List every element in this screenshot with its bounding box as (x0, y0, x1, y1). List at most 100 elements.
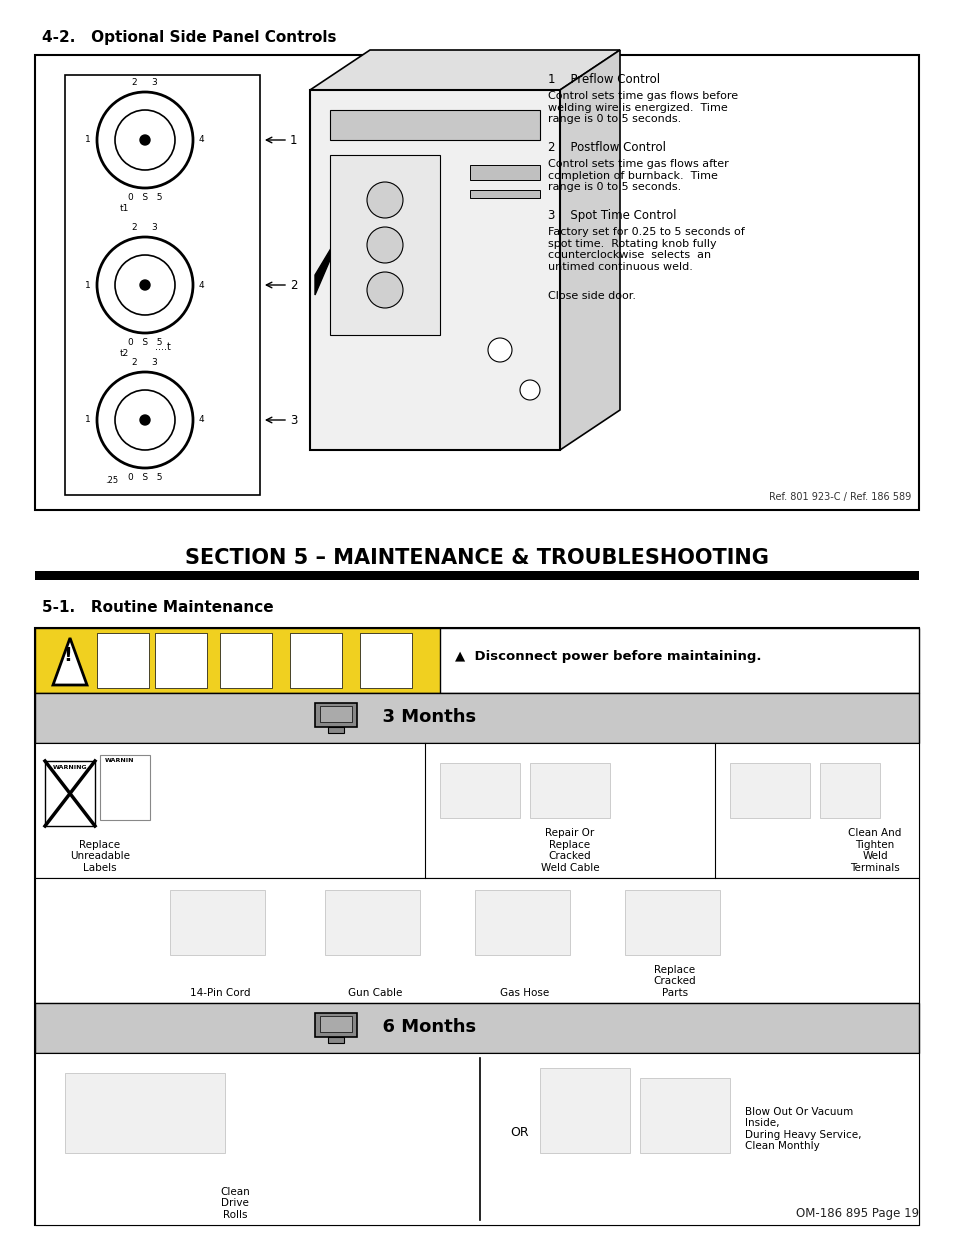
Bar (729, 763, 809, 818)
Text: 2     3: 2 3 (132, 358, 157, 367)
Text: Control sets time gas flows before
welding wire is energized.  Time
range is 0 t: Control sets time gas flows before weldi… (547, 91, 738, 125)
Text: Clean And
Tighten
Weld
Terminals: Clean And Tighten Weld Terminals (847, 829, 901, 873)
Text: 14-Pin Cord: 14-Pin Cord (190, 988, 250, 998)
Text: 3: 3 (290, 414, 297, 427)
Text: Gas Hose: Gas Hose (500, 988, 549, 998)
Text: WARNING: WARNING (53, 764, 88, 769)
Text: Replace
Unreadable
Labels: Replace Unreadable Labels (70, 840, 130, 873)
Text: 0   S   5: 0 S 5 (128, 338, 162, 347)
Bar (325, 890, 419, 955)
Bar (100, 755, 150, 820)
Text: 0   S   5: 0 S 5 (128, 473, 162, 482)
Text: Replace
Cracked
Parts: Replace Cracked Parts (653, 965, 696, 998)
Bar (35, 693, 918, 743)
Circle shape (367, 182, 402, 219)
Circle shape (367, 227, 402, 263)
Circle shape (140, 280, 150, 290)
Bar (35, 571, 918, 580)
Text: Repair Or
Replace
Cracked
Weld Cable: Repair Or Replace Cracked Weld Cable (540, 829, 598, 873)
Text: 1: 1 (85, 280, 91, 289)
Bar (314, 1013, 356, 1037)
Bar (439, 763, 519, 818)
Bar (35, 1053, 918, 1225)
Bar (45, 761, 95, 826)
Bar (35, 878, 918, 1003)
Text: OR: OR (510, 1126, 528, 1140)
Bar (328, 727, 344, 734)
Text: OM-186 895 Page 19: OM-186 895 Page 19 (795, 1207, 918, 1220)
Text: WARNIN: WARNIN (105, 758, 134, 763)
Text: 3 Months: 3 Months (370, 708, 476, 726)
Bar (319, 706, 352, 722)
Bar (539, 1068, 629, 1153)
Bar (290, 634, 341, 688)
Text: t1: t1 (120, 204, 130, 212)
Text: 4: 4 (199, 280, 204, 289)
Text: Gun Cable: Gun Cable (348, 988, 402, 998)
Polygon shape (53, 638, 87, 685)
Bar (475, 890, 569, 955)
Text: 1: 1 (290, 135, 297, 147)
Bar (65, 75, 260, 495)
Text: 0   S   5: 0 S 5 (128, 193, 162, 203)
Bar (65, 1073, 225, 1153)
Text: 1: 1 (85, 415, 91, 425)
Bar (470, 165, 539, 180)
Text: 2     3: 2 3 (132, 78, 157, 86)
Text: Ref. 801 923-C / Ref. 186 589: Ref. 801 923-C / Ref. 186 589 (768, 492, 910, 501)
Bar (220, 634, 272, 688)
Polygon shape (314, 225, 345, 295)
Text: 1: 1 (85, 136, 91, 144)
Text: 2: 2 (290, 279, 297, 291)
Text: 5-1.   Routine Maintenance: 5-1. Routine Maintenance (42, 600, 274, 615)
Bar (35, 629, 918, 693)
Text: Factory set for 0.25 to 5 seconds of
spot time.  Rotating knob fully
countercloc: Factory set for 0.25 to 5 seconds of spo… (547, 227, 744, 272)
Circle shape (115, 110, 174, 170)
Bar (35, 629, 918, 1225)
Polygon shape (310, 90, 559, 450)
Text: Blow Out Or Vacuum
Inside,
During Heavy Service,
Clean Monthly: Blow Out Or Vacuum Inside, During Heavy … (744, 1107, 861, 1151)
Text: .25: .25 (105, 475, 118, 485)
Polygon shape (310, 49, 619, 90)
Bar (97, 634, 149, 688)
Bar (319, 1016, 352, 1032)
Bar (330, 156, 439, 335)
Text: 4-2.   Optional Side Panel Controls: 4-2. Optional Side Panel Controls (42, 30, 336, 44)
Bar (639, 1078, 729, 1153)
Text: 2    Postflow Control: 2 Postflow Control (547, 141, 665, 154)
Bar (170, 890, 265, 955)
Text: !: ! (64, 646, 72, 664)
Bar (530, 763, 609, 818)
Text: SECTION 5 – MAINTENANCE & TROUBLESHOOTING: SECTION 5 – MAINTENANCE & TROUBLESHOOTIN… (185, 548, 768, 568)
Bar (35, 56, 918, 510)
Text: 1    Preflow Control: 1 Preflow Control (547, 73, 659, 86)
Bar (35, 629, 439, 693)
Text: ....t: ....t (154, 342, 171, 352)
Circle shape (115, 254, 174, 315)
Text: 3    Spot Time Control: 3 Spot Time Control (547, 209, 676, 222)
Bar (328, 1037, 344, 1044)
Text: 2     3: 2 3 (132, 224, 157, 232)
Text: Control sets time gas flows after
completion of burnback.  Time
range is 0 to 5 : Control sets time gas flows after comple… (547, 159, 728, 193)
Bar (154, 634, 207, 688)
Text: 4: 4 (199, 136, 204, 144)
Bar (359, 634, 412, 688)
Bar (314, 703, 356, 727)
Circle shape (519, 380, 539, 400)
Bar (330, 110, 539, 140)
Circle shape (97, 372, 193, 468)
Bar (624, 890, 720, 955)
Bar (470, 190, 539, 198)
Circle shape (367, 272, 402, 308)
Text: 4: 4 (199, 415, 204, 425)
Text: Clean
Drive
Rolls: Clean Drive Rolls (220, 1187, 250, 1220)
Text: 6 Months: 6 Months (370, 1018, 476, 1036)
Circle shape (97, 237, 193, 333)
Circle shape (97, 91, 193, 188)
Bar (820, 763, 879, 818)
Text: Close side door.: Close side door. (547, 291, 636, 301)
Circle shape (488, 338, 512, 362)
Circle shape (140, 415, 150, 425)
Circle shape (140, 135, 150, 144)
Bar (35, 743, 918, 878)
